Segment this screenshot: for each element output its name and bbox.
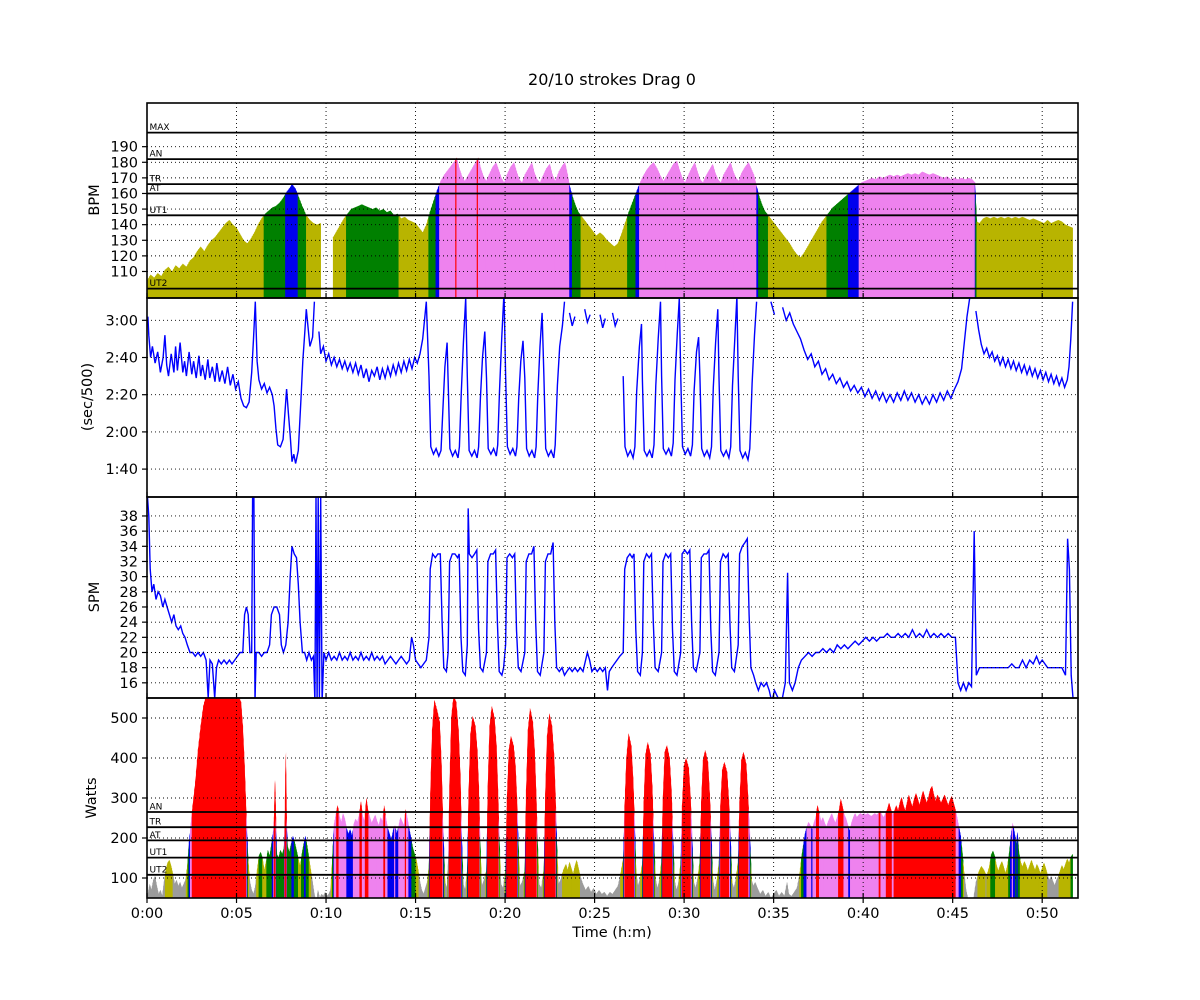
svg-text:140: 140 [110,218,138,234]
svg-text:20: 20 [120,645,138,661]
svg-text:0:10: 0:10 [310,906,343,922]
svg-text:28: 28 [120,585,138,601]
svg-text:22: 22 [120,630,138,646]
svg-text:0:40: 0:40 [847,906,880,922]
x-axis: 0:00 0:05 0:10 0:15 0:20 0:25 0:30 0:35 0:40 0:45… [131,898,1059,922]
zone-label-hr-ut2: UT2 [150,279,168,289]
zone-label-hr-an: AN [150,150,163,160]
zone-label-hr-ut1: UT1 [150,206,168,216]
svg-text:1:40: 1:40 [105,462,138,478]
zone-label-hr-at: AT [150,184,161,194]
svg-text:0:30: 0:30 [668,906,701,922]
svg-text:500: 500 [110,711,138,727]
svg-text:32: 32 [120,554,138,570]
svg-text:180: 180 [110,155,138,171]
svg-text:0:50: 0:50 [1026,906,1059,922]
svg-text:200: 200 [110,831,138,847]
svg-text:34: 34 [120,539,138,555]
zone-label-watts-ut2: UT2 [150,865,168,875]
svg-text:190: 190 [110,140,138,156]
svg-text:0:20: 0:20 [489,906,522,922]
svg-text:0:15: 0:15 [399,906,432,922]
panel-watts: AN TR AT UT1 UT2 100 200 300 400 500 [110,697,1079,899]
panel-pace: 1:40 2:00 2:20 2:40 3:00 [105,297,1079,498]
svg-text:3:00: 3:00 [105,313,138,329]
series-spm [147,497,1074,698]
zone-label-watts-ut1: UT1 [150,848,168,858]
series-pace [147,298,1074,464]
svg-text:300: 300 [110,791,138,807]
svg-text:18: 18 [120,661,138,677]
svg-text:0:05: 0:05 [220,906,253,922]
svg-text:110: 110 [110,264,138,280]
svg-text:26: 26 [120,600,138,616]
svg-text:2:20: 2:20 [105,388,138,404]
zone-label-watts-tr: TR [149,818,162,828]
svg-text:0:25: 0:25 [578,906,611,922]
zone-label-watts-an: AN [150,803,163,813]
x-axis-label: Time (h:m) [572,925,652,941]
svg-text:170: 170 [110,171,138,187]
svg-text:30: 30 [120,570,138,586]
svg-text:160: 160 [110,186,138,202]
svg-text:36: 36 [120,524,138,540]
chart-title: 20/10 strokes Drag 0 [528,70,696,89]
svg-text:16: 16 [120,676,138,692]
svg-text:130: 130 [110,233,138,249]
svg-text:0:00: 0:00 [131,906,164,922]
svg-text:150: 150 [110,202,138,218]
zone-label-watts-at: AT [150,831,161,841]
zone-label-hr-max: MAX [150,123,170,133]
zone-label-hr-tr: TR [149,175,162,185]
svg-text:120: 120 [110,249,138,265]
svg-text:24: 24 [120,615,138,631]
svg-text:0:45: 0:45 [936,906,969,922]
svg-text:38: 38 [120,509,138,525]
svg-text:400: 400 [110,751,138,767]
svg-text:2:40: 2:40 [105,351,138,367]
svg-text:100: 100 [110,871,138,887]
svg-text:2:00: 2:00 [105,425,138,441]
svg-text:0:35: 0:35 [757,906,790,922]
